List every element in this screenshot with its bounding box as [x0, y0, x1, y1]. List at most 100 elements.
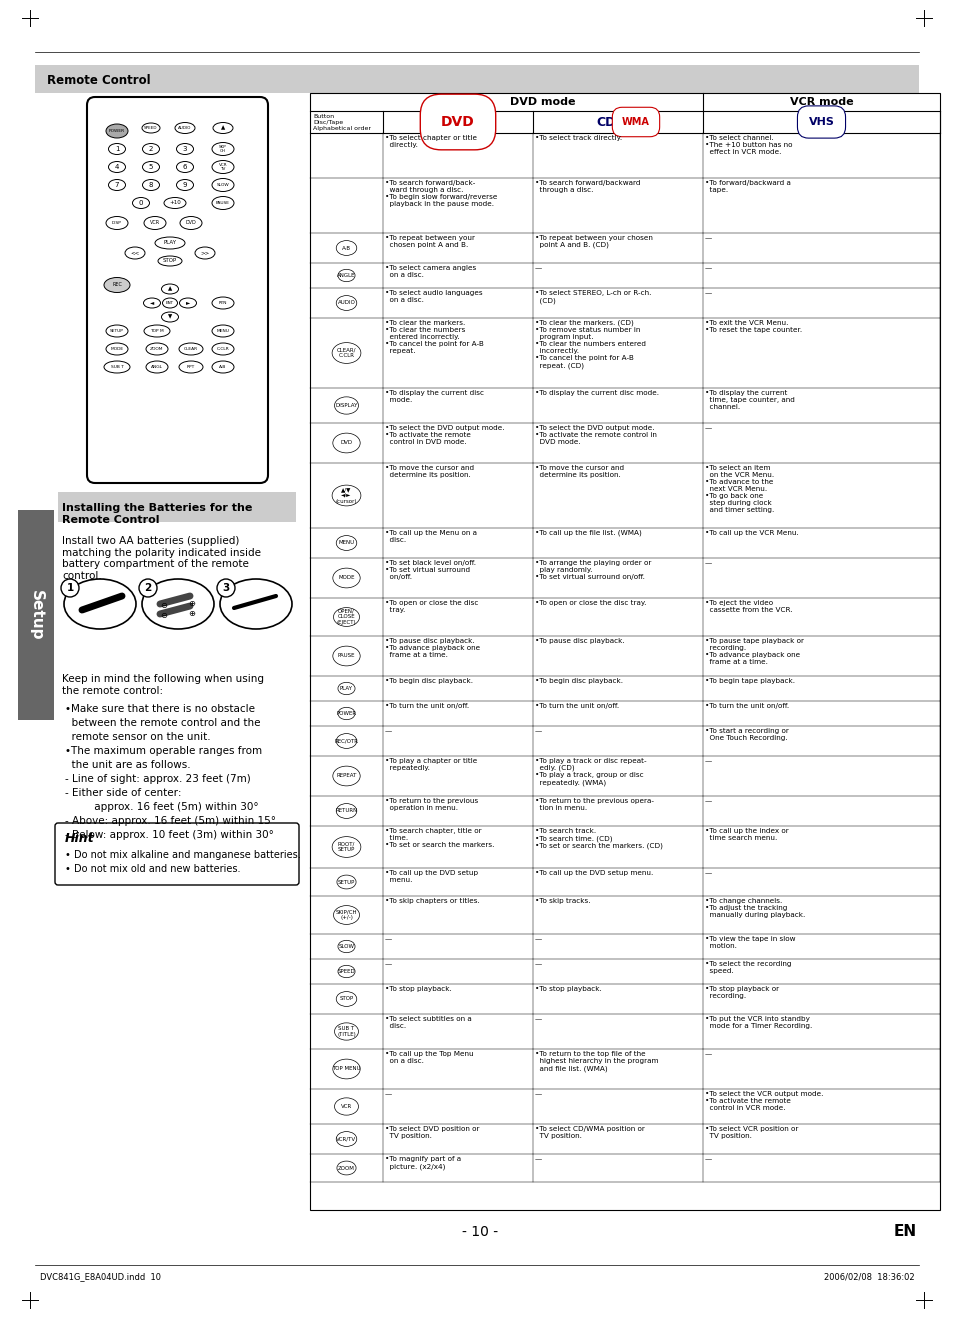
- Text: SPEED: SPEED: [337, 969, 355, 974]
- Text: •To select channel.
•The +10 button has no
  effect in VCR mode.: •To select channel. •The +10 button has …: [704, 134, 792, 156]
- Text: —: —: [535, 265, 541, 272]
- Text: DVD mode: DVD mode: [510, 98, 576, 107]
- Ellipse shape: [337, 965, 355, 978]
- Text: SKP
CH: SKP CH: [219, 145, 227, 153]
- Text: —: —: [704, 265, 712, 272]
- Ellipse shape: [144, 326, 170, 337]
- Ellipse shape: [335, 535, 356, 551]
- Ellipse shape: [333, 766, 360, 786]
- Text: •To select an item
  on the VCR Menu.
•To advance to the
  next VCR Menu.
•To go: •To select an item on the VCR Menu. •To …: [704, 465, 774, 513]
- Text: VCR
TV: VCR TV: [218, 162, 227, 171]
- Text: A-B: A-B: [341, 245, 351, 250]
- Circle shape: [61, 579, 79, 597]
- Text: ZOOM: ZOOM: [150, 347, 164, 351]
- Text: OPEN/
CLOSE
(EJECT): OPEN/ CLOSE (EJECT): [336, 609, 355, 625]
- Bar: [18, 510, 54, 720]
- Bar: [58, 492, 295, 522]
- Text: EN: EN: [893, 1224, 916, 1239]
- Text: •To call up the VCR Menu.: •To call up the VCR Menu.: [704, 530, 798, 536]
- Ellipse shape: [335, 991, 356, 1007]
- Text: WMA: WMA: [621, 117, 649, 127]
- Text: —: —: [535, 936, 541, 942]
- Ellipse shape: [106, 326, 128, 337]
- Text: DVD: DVD: [440, 115, 475, 129]
- Text: •To skip chapters or titles.: •To skip chapters or titles.: [385, 898, 479, 904]
- Ellipse shape: [337, 708, 355, 720]
- Bar: [310, 94, 939, 1210]
- Text: Keep in mind the following when using
the remote control:: Keep in mind the following when using th…: [62, 673, 264, 696]
- Text: •To turn the unit on/off.: •To turn the unit on/off.: [704, 702, 788, 709]
- Text: DISPLAY: DISPLAY: [335, 403, 357, 409]
- Text: SKIP/CH
(+/-): SKIP/CH (+/-): [335, 909, 357, 920]
- Text: REC: REC: [112, 282, 122, 287]
- Text: •To open or close the disc
  tray.: •To open or close the disc tray.: [385, 600, 477, 613]
- Text: PLAY: PLAY: [163, 240, 176, 245]
- Ellipse shape: [212, 326, 233, 337]
- Ellipse shape: [176, 144, 193, 154]
- Text: •To turn the unit on/off.: •To turn the unit on/off.: [535, 702, 618, 709]
- Text: ANGL: ANGL: [151, 365, 163, 369]
- Text: A-B: A-B: [219, 365, 227, 369]
- Text: •To arrange the playing order or
  play randomly.
•To set virtual surround on/of: •To arrange the playing order or play ra…: [535, 560, 651, 580]
- Text: 6: 6: [183, 163, 187, 170]
- Ellipse shape: [335, 734, 356, 749]
- Text: •To clear the markers. (CD)
•To remove status number in
  program input.
•To cle: •To clear the markers. (CD) •To remove s…: [535, 320, 645, 369]
- Ellipse shape: [64, 579, 136, 629]
- Text: approx. 16 feet (5m) within 30°: approx. 16 feet (5m) within 30°: [65, 801, 258, 812]
- Text: —: —: [704, 870, 712, 876]
- Ellipse shape: [109, 162, 126, 173]
- Ellipse shape: [220, 579, 292, 629]
- Text: •To forward/backward a
  tape.: •To forward/backward a tape.: [704, 181, 790, 192]
- Text: —: —: [704, 1050, 712, 1057]
- Ellipse shape: [143, 298, 160, 308]
- Text: ⊕: ⊕: [189, 609, 195, 618]
- Text: •To select DVD position or
  TV position.: •To select DVD position or TV position.: [385, 1126, 479, 1139]
- Text: • Do not mix old and new batteries.: • Do not mix old and new batteries.: [65, 865, 240, 874]
- Ellipse shape: [180, 216, 202, 229]
- Text: •To search forward/backward
  through a disc.: •To search forward/backward through a di…: [535, 181, 639, 192]
- Ellipse shape: [336, 875, 355, 888]
- Text: •To put the VCR into standby
  mode for a Timer Recording.: •To put the VCR into standby mode for a …: [704, 1016, 811, 1029]
- Text: POWER: POWER: [336, 710, 356, 716]
- Ellipse shape: [106, 343, 128, 355]
- Ellipse shape: [158, 256, 182, 266]
- Ellipse shape: [142, 579, 213, 629]
- Text: •To play a track or disc repeat-
  edly. (CD)
•To play a track, group or disc
  : •To play a track or disc repeat- edly. (…: [535, 758, 646, 786]
- Text: •To stop playback or
  recording.: •To stop playback or recording.: [704, 986, 779, 999]
- Text: —: —: [385, 961, 392, 967]
- Text: —: —: [385, 936, 392, 942]
- Text: —: —: [704, 1156, 712, 1162]
- Text: —: —: [535, 961, 541, 967]
- Text: •To select chapter or title
  directly.: •To select chapter or title directly.: [385, 134, 476, 148]
- Text: MODE: MODE: [111, 347, 124, 351]
- Text: DVD: DVD: [186, 220, 196, 225]
- Ellipse shape: [132, 198, 150, 208]
- Text: —: —: [704, 424, 712, 431]
- Text: —: —: [535, 1091, 541, 1097]
- Text: between the remote control and the: between the remote control and the: [65, 718, 260, 728]
- Text: •To select track directly.: •To select track directly.: [535, 134, 621, 141]
- Ellipse shape: [212, 297, 233, 308]
- Text: •To select the recording
  speed.: •To select the recording speed.: [704, 961, 791, 974]
- Text: ▲: ▲: [221, 125, 225, 130]
- Ellipse shape: [337, 683, 355, 695]
- Text: •To exit the VCR Menu.
•To reset the tape counter.: •To exit the VCR Menu. •To reset the tap…: [704, 320, 801, 333]
- Ellipse shape: [335, 397, 358, 414]
- Ellipse shape: [334, 905, 359, 924]
- Text: CLEAR/
C.CLR: CLEAR/ C.CLR: [336, 348, 355, 358]
- Text: •To call up the file list. (WMA): •To call up the file list. (WMA): [535, 530, 641, 536]
- Text: ROOT/
SETUP: ROOT/ SETUP: [337, 842, 355, 853]
- Text: —: —: [704, 235, 712, 241]
- Text: STOP: STOP: [163, 258, 177, 264]
- Ellipse shape: [142, 179, 159, 191]
- Ellipse shape: [109, 144, 126, 154]
- Text: CD: CD: [596, 116, 615, 128]
- Circle shape: [216, 579, 234, 597]
- Ellipse shape: [337, 269, 355, 282]
- Ellipse shape: [161, 312, 178, 322]
- Ellipse shape: [164, 198, 186, 208]
- Text: •To call up the DVD setup menu.: •To call up the DVD setup menu.: [535, 870, 653, 876]
- Text: REC/OTR: REC/OTR: [335, 738, 358, 743]
- Text: DVD: DVD: [340, 440, 353, 445]
- Text: •To call up the Menu on a
  disc.: •To call up the Menu on a disc.: [385, 530, 476, 543]
